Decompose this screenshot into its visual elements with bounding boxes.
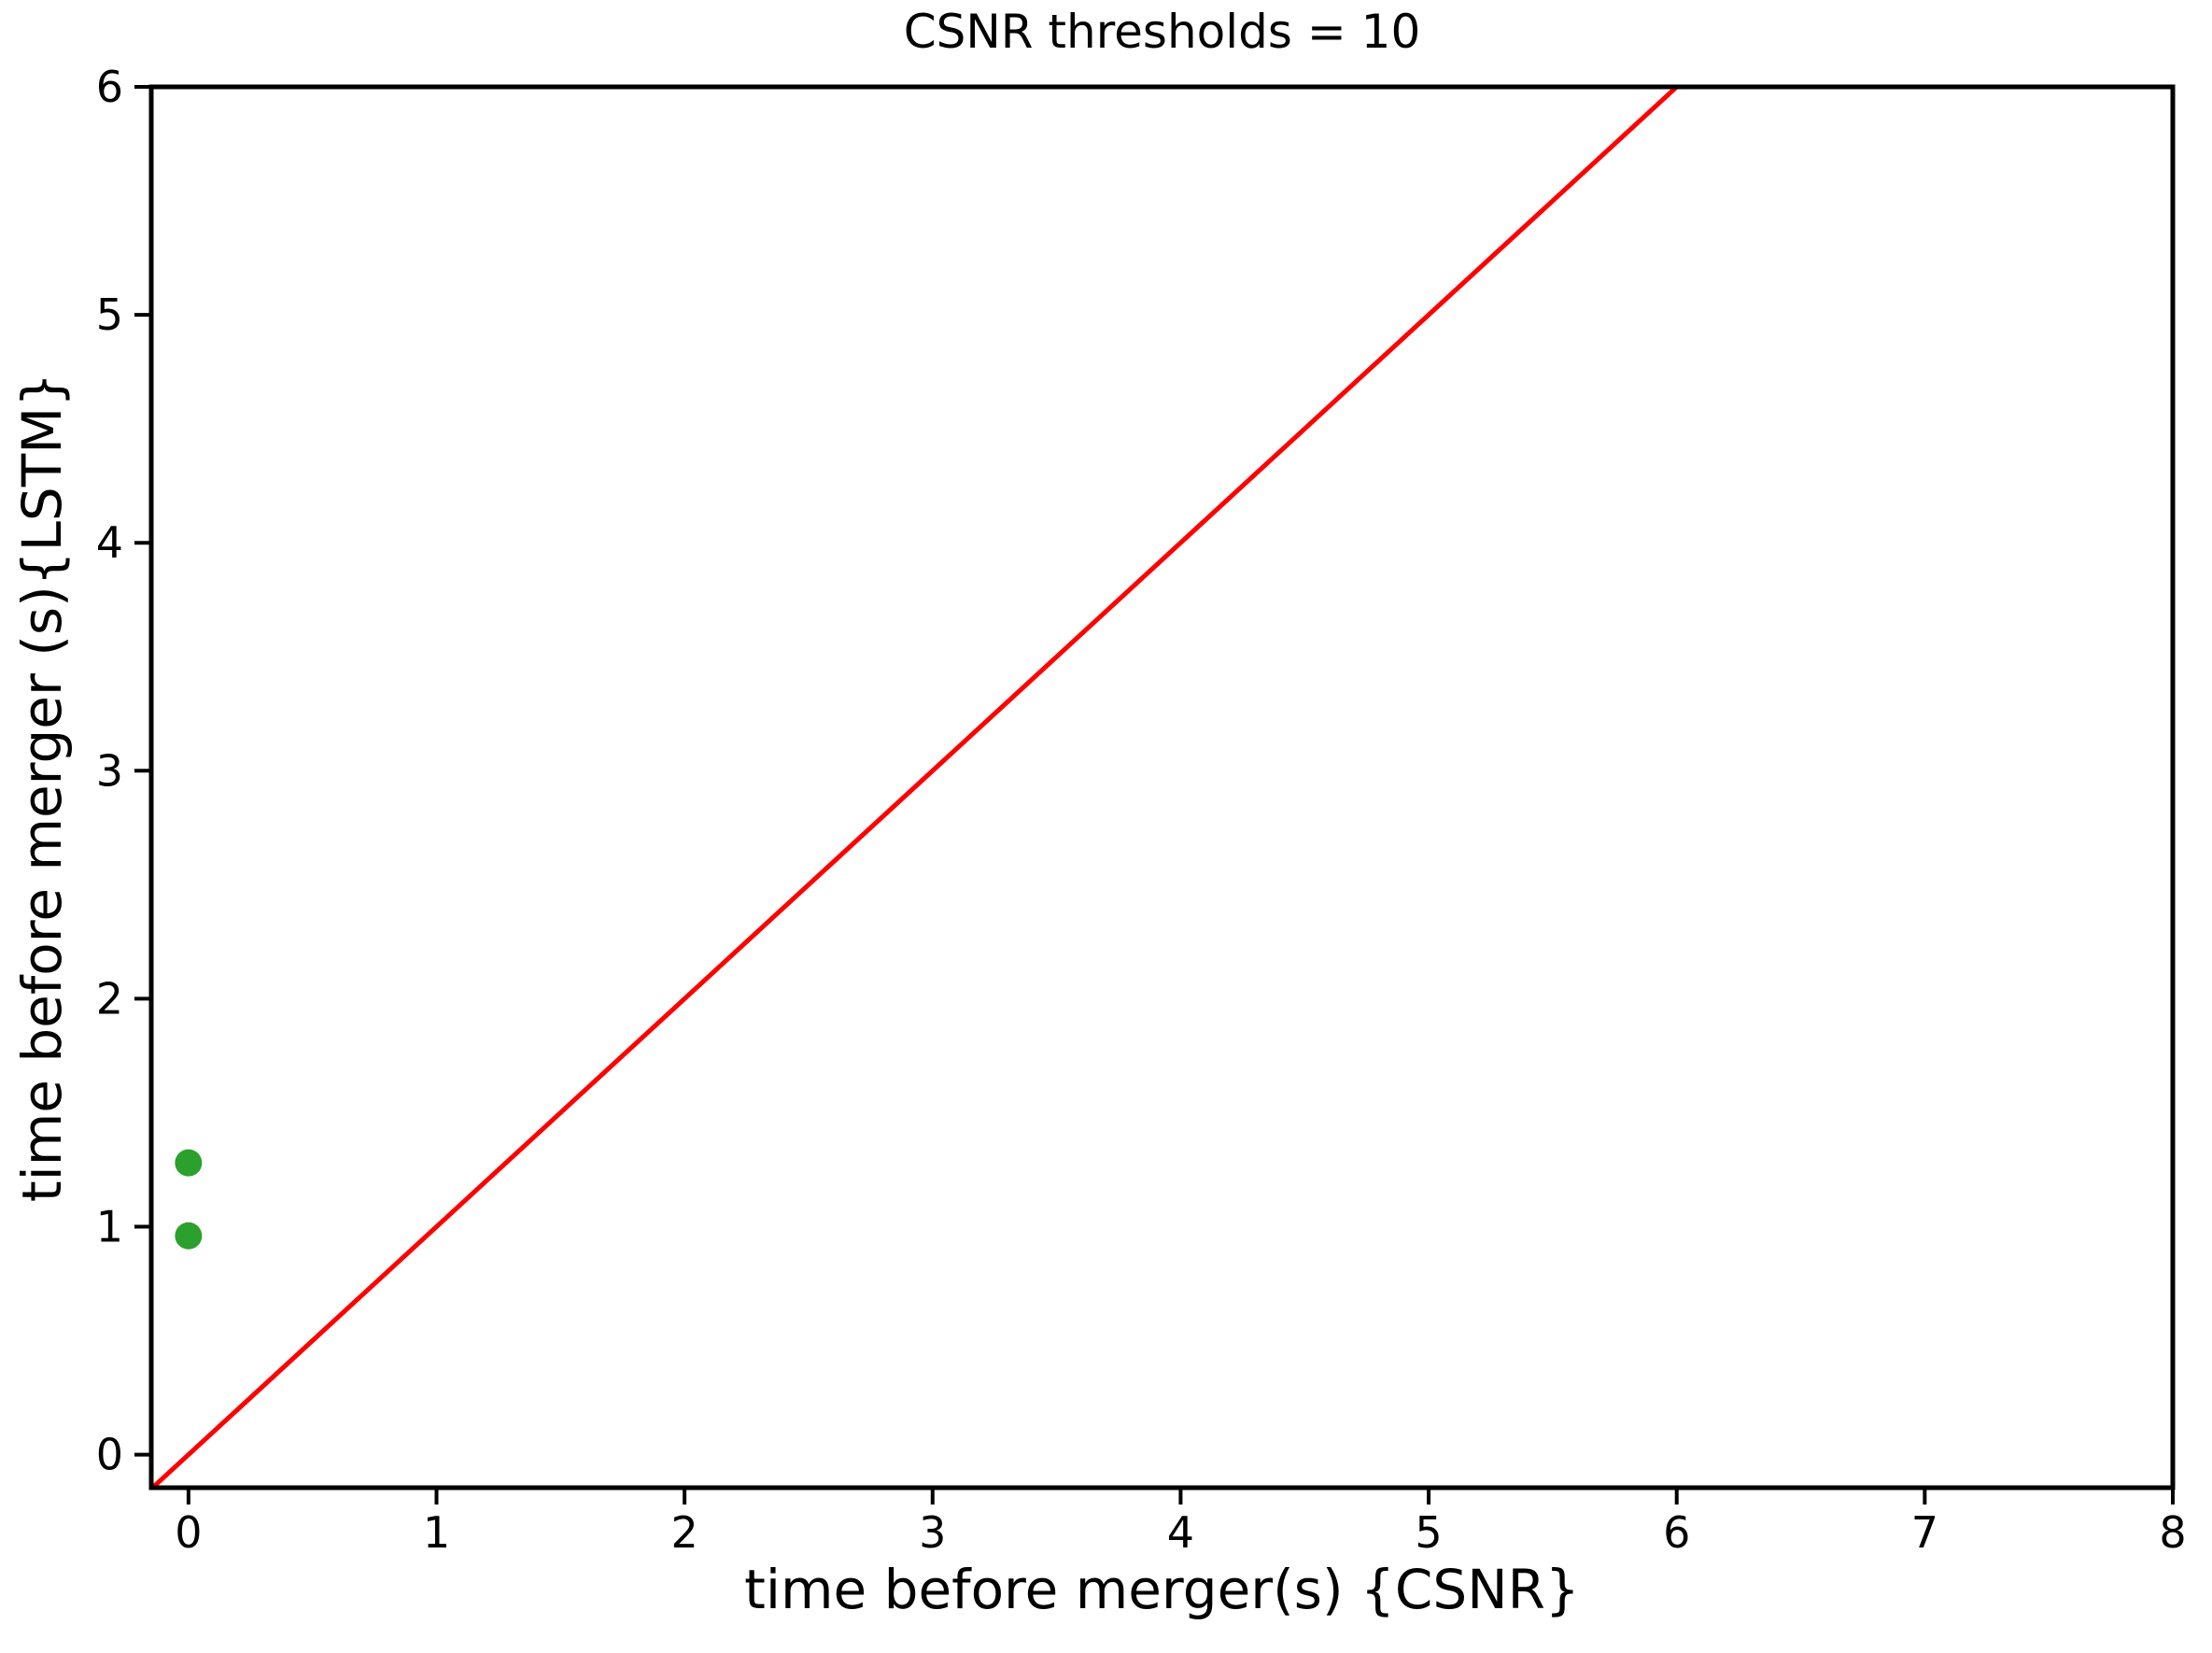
x-tick-label: 0 — [175, 1507, 202, 1558]
x-tick-label: 8 — [2159, 1507, 2186, 1558]
scatter-point — [175, 1222, 203, 1250]
y-tick-label: 1 — [96, 1202, 123, 1252]
y-tick-label: 4 — [96, 517, 123, 568]
plot-border — [148, 84, 2176, 1491]
chart-title: CSNR thresholds = 10 — [903, 5, 1421, 59]
x-tick-label: 1 — [423, 1507, 450, 1558]
x-tick-label: 3 — [919, 1507, 946, 1558]
x-tick-label: 5 — [1415, 1507, 1442, 1558]
reference-line — [151, 87, 1681, 1488]
y-tick-label: 0 — [96, 1430, 123, 1480]
y-tick-label: 3 — [96, 745, 123, 796]
x-axis-label: time before merger(s) {CSNR} — [744, 1558, 1580, 1621]
scatter-point — [175, 1149, 203, 1177]
y-tick-label: 5 — [96, 290, 123, 340]
x-tick-label: 2 — [670, 1507, 697, 1558]
x-tick-label: 4 — [1167, 1507, 1194, 1558]
x-tick-label: 6 — [1663, 1507, 1690, 1558]
y-tick-label: 6 — [96, 62, 123, 112]
x-tick-label: 7 — [1911, 1507, 1938, 1558]
y-tick-label: 2 — [96, 973, 123, 1024]
